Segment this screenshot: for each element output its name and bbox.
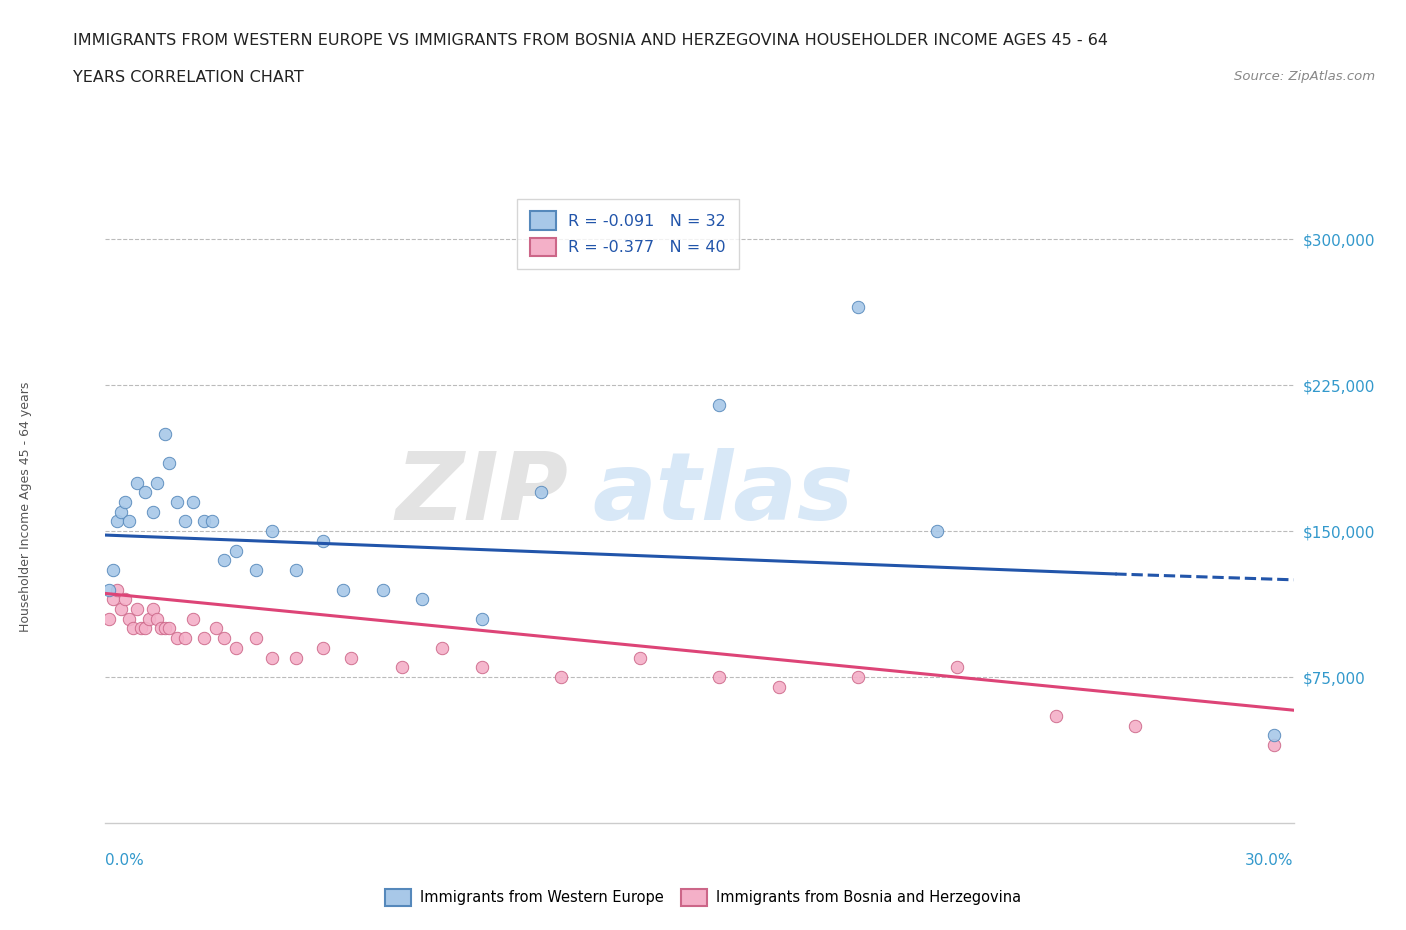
Point — [127, 602, 149, 617]
Point — [284, 650, 307, 665]
Point — [925, 524, 948, 538]
Point — [193, 631, 215, 645]
Point — [340, 650, 363, 665]
Point — [312, 534, 335, 549]
Point — [173, 514, 195, 529]
Point — [157, 456, 180, 471]
Point — [118, 514, 141, 529]
Point — [149, 621, 172, 636]
Point — [201, 514, 224, 529]
Text: 0.0%: 0.0% — [105, 853, 145, 868]
Point — [312, 641, 335, 656]
Point — [1263, 737, 1285, 752]
Point — [709, 670, 731, 684]
Point — [98, 582, 121, 597]
Point — [142, 504, 165, 519]
Point — [245, 563, 267, 578]
Point — [181, 611, 204, 626]
Point — [153, 427, 176, 442]
Point — [709, 397, 731, 412]
Point — [105, 582, 128, 597]
Text: ZIP: ZIP — [396, 448, 569, 540]
Point — [205, 621, 228, 636]
Point — [471, 611, 494, 626]
Text: 30.0%: 30.0% — [1246, 853, 1294, 868]
Point — [103, 591, 125, 606]
Point — [153, 621, 176, 636]
Point — [181, 495, 204, 510]
Point — [260, 524, 283, 538]
Text: Householder Income Ages 45 - 64 years: Householder Income Ages 45 - 64 years — [18, 381, 32, 632]
Point — [332, 582, 354, 597]
Legend: Immigrants from Western Europe, Immigrants from Bosnia and Herzegovina: Immigrants from Western Europe, Immigran… — [380, 884, 1026, 911]
Point — [430, 641, 453, 656]
Point — [768, 680, 790, 695]
Point — [110, 602, 132, 617]
Point — [129, 621, 152, 636]
Legend: R = -0.091   N = 32, R = -0.377   N = 40: R = -0.091 N = 32, R = -0.377 N = 40 — [517, 199, 740, 269]
Point — [225, 641, 247, 656]
Point — [105, 514, 128, 529]
Point — [1123, 718, 1146, 733]
Point — [411, 591, 433, 606]
Point — [103, 563, 125, 578]
Point — [1045, 709, 1067, 724]
Point — [530, 485, 553, 499]
Point — [260, 650, 283, 665]
Point — [114, 495, 136, 510]
Point — [550, 670, 572, 684]
Point — [225, 543, 247, 558]
Point — [173, 631, 195, 645]
Text: atlas: atlas — [592, 448, 853, 540]
Point — [98, 611, 121, 626]
Point — [1263, 728, 1285, 743]
Point — [127, 475, 149, 490]
Point — [142, 602, 165, 617]
Point — [114, 591, 136, 606]
Text: YEARS CORRELATION CHART: YEARS CORRELATION CHART — [73, 70, 304, 85]
Point — [214, 553, 236, 568]
Point — [166, 495, 188, 510]
Point — [391, 660, 413, 675]
Point — [946, 660, 969, 675]
Point — [284, 563, 307, 578]
Point — [846, 670, 869, 684]
Point — [134, 621, 156, 636]
Point — [846, 300, 869, 315]
Point — [166, 631, 188, 645]
Point — [146, 611, 169, 626]
Point — [371, 582, 394, 597]
Point — [146, 475, 169, 490]
Point — [214, 631, 236, 645]
Point — [138, 611, 160, 626]
Point — [157, 621, 180, 636]
Point — [193, 514, 215, 529]
Point — [118, 611, 141, 626]
Point — [628, 650, 651, 665]
Point — [245, 631, 267, 645]
Point — [122, 621, 145, 636]
Point — [134, 485, 156, 499]
Point — [471, 660, 494, 675]
Text: Source: ZipAtlas.com: Source: ZipAtlas.com — [1234, 70, 1375, 83]
Point — [110, 504, 132, 519]
Text: IMMIGRANTS FROM WESTERN EUROPE VS IMMIGRANTS FROM BOSNIA AND HERZEGOVINA HOUSEHO: IMMIGRANTS FROM WESTERN EUROPE VS IMMIGR… — [73, 33, 1108, 47]
